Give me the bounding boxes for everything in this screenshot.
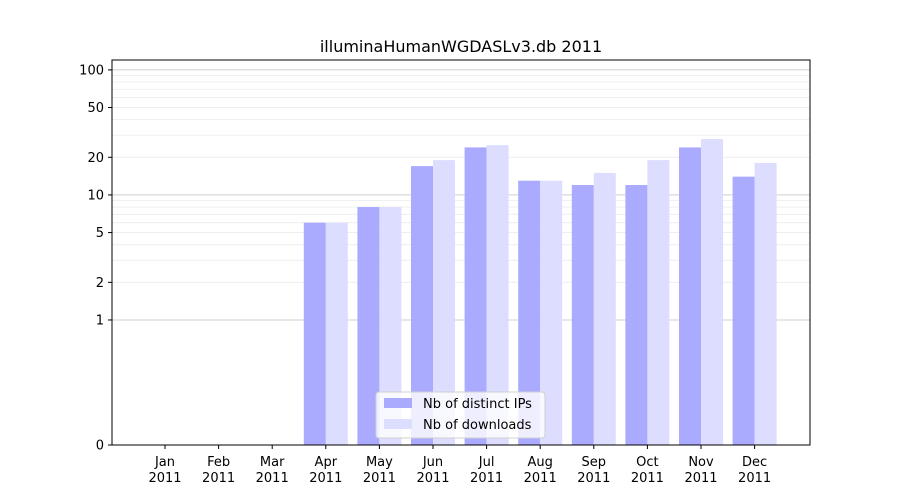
bar-downloads bbox=[593, 172, 616, 445]
x-tick-label-year: 2011 bbox=[363, 471, 396, 486]
y-tick-label: 20 bbox=[87, 151, 104, 166]
bar-distinct-ips bbox=[732, 176, 755, 445]
x-tick-label-month: Oct bbox=[636, 455, 658, 470]
x-tick-label-month: Nov bbox=[688, 455, 714, 470]
plot-frame bbox=[111, 59, 811, 446]
gridlines bbox=[112, 69, 810, 321]
x-tick-label-year: 2011 bbox=[470, 471, 503, 486]
x-tick-label-month: Jan bbox=[154, 455, 175, 470]
y-tick-label: 100 bbox=[79, 63, 104, 78]
y-tick-label: 2 bbox=[96, 276, 104, 291]
bar-downloads bbox=[540, 180, 563, 445]
x-tick-label-month: Aug bbox=[528, 455, 553, 470]
y-tick-label: 10 bbox=[87, 188, 104, 203]
bar-downloads bbox=[433, 160, 455, 445]
legend: Nb of distinct IPs Nb of downloads bbox=[375, 391, 546, 439]
x-tick-label-year: 2011 bbox=[416, 471, 449, 486]
bar-distinct-ips bbox=[411, 166, 433, 445]
bar-downloads bbox=[701, 139, 723, 445]
y-tick-label: 50 bbox=[87, 101, 104, 116]
bar-distinct-ips bbox=[625, 185, 648, 445]
bar-distinct-ips bbox=[357, 207, 380, 445]
bar-distinct-ips bbox=[303, 222, 326, 445]
x-tick-label-month: May bbox=[366, 455, 393, 470]
legend-label: Nb of downloads bbox=[423, 418, 532, 433]
x-tick-label-month: Mar bbox=[260, 455, 285, 470]
x-tick-label-month: Dec bbox=[742, 455, 767, 470]
x-tick-label-month: Jul bbox=[478, 455, 495, 470]
legend-box bbox=[375, 391, 546, 439]
bar-downloads bbox=[379, 207, 402, 445]
y-tick-label: 1 bbox=[96, 313, 104, 328]
bars bbox=[303, 139, 777, 446]
y-axis-ticks: 0 1 2 5 10 20 50 100 bbox=[79, 63, 112, 454]
x-axis-ticks: Jan2011Feb2011Mar2011Apr2011May2011Jun20… bbox=[148, 445, 771, 486]
bar-distinct-ips bbox=[518, 180, 541, 445]
bar-distinct-ips bbox=[464, 147, 487, 446]
y-tick-label: 0 bbox=[96, 439, 104, 454]
x-tick-label-year: 2011 bbox=[309, 471, 342, 486]
legend-swatch bbox=[384, 398, 412, 408]
y-tick-label: 5 bbox=[96, 226, 104, 241]
x-tick-label-year: 2011 bbox=[738, 471, 771, 486]
x-tick-label-year: 2011 bbox=[148, 471, 181, 486]
x-tick-label-month: Jun bbox=[422, 455, 443, 470]
x-tick-label-year: 2011 bbox=[202, 471, 235, 486]
bar-distinct-ips bbox=[679, 147, 701, 446]
x-tick-label-month: Apr bbox=[315, 455, 338, 470]
x-tick-label-year: 2011 bbox=[524, 471, 557, 486]
bar-downloads bbox=[325, 222, 348, 445]
bar-distinct-ips bbox=[571, 185, 594, 445]
legend-label: Nb of distinct IPs bbox=[423, 397, 532, 412]
x-tick-label-year: 2011 bbox=[256, 471, 289, 486]
x-tick-label-month: Feb bbox=[207, 455, 230, 470]
x-tick-label-month: Sep bbox=[582, 455, 607, 470]
x-tick-label-year: 2011 bbox=[684, 471, 717, 486]
legend-swatch bbox=[384, 419, 412, 429]
bar-downloads bbox=[486, 145, 509, 445]
chart-title: illuminaHumanWGDASLv3.db 2011 bbox=[320, 37, 602, 56]
x-tick-label-year: 2011 bbox=[631, 471, 664, 486]
x-tick-label-year: 2011 bbox=[577, 471, 610, 486]
bar-downloads bbox=[754, 163, 777, 445]
bar-downloads bbox=[647, 160, 670, 445]
